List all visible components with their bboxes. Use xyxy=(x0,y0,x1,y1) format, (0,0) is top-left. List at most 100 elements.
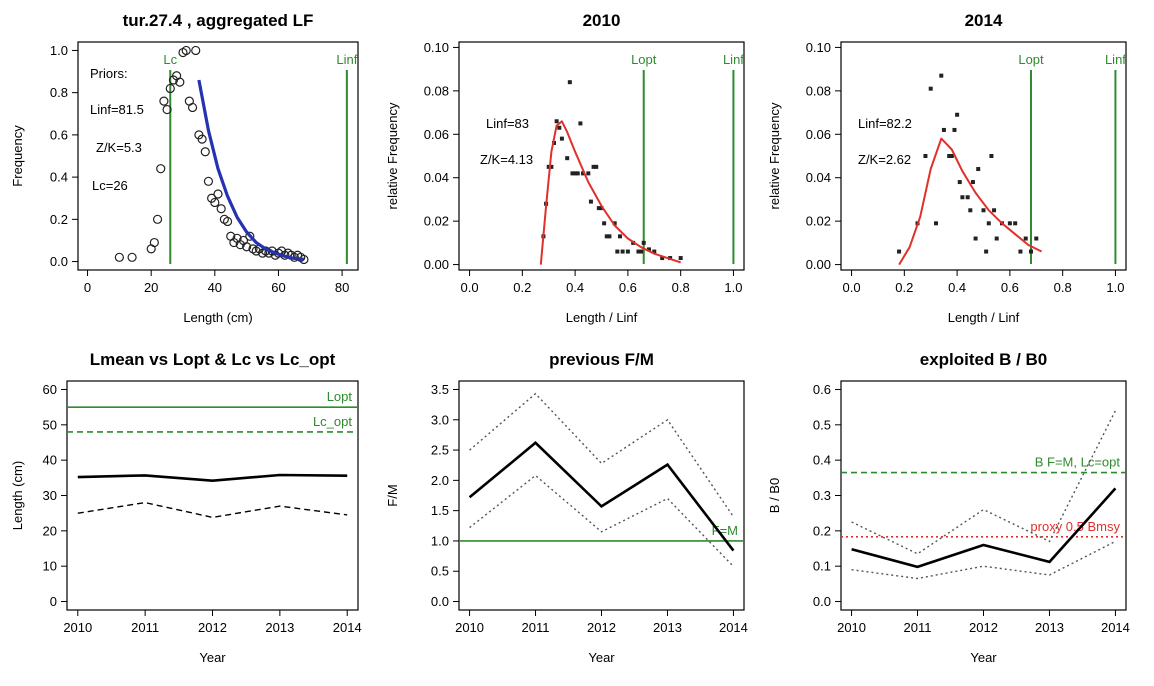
data-point xyxy=(565,156,570,161)
y-tick-label: 0.10 xyxy=(424,40,449,55)
x-tick-label: 1.0 xyxy=(724,280,742,295)
panel-2: 2010 0.0 0.2 0.4 0.6 0.8 1.0 0.00 0.02 0.04 0.06 0.… xyxy=(385,11,745,325)
x-tick-label: 2014 xyxy=(1101,620,1130,635)
x-tick-label: 20 xyxy=(144,280,158,295)
fit-curve xyxy=(898,137,1043,266)
y-tick-label: 2.0 xyxy=(431,473,449,488)
y-tick-label: 3.0 xyxy=(431,412,449,427)
data-point xyxy=(976,167,981,172)
data-point xyxy=(960,195,965,200)
chart-title: 2010 xyxy=(583,11,621,30)
data-point xyxy=(1023,236,1028,241)
vline-label: Lopt xyxy=(1018,52,1044,67)
x-tick-label: 2010 xyxy=(455,620,484,635)
y-axis-label: relative Frequency xyxy=(767,102,782,209)
hline-label: F=M xyxy=(712,523,738,538)
y-tick-label: 0.4 xyxy=(813,453,831,468)
data-point xyxy=(181,45,191,56)
fit-curve xyxy=(197,79,305,261)
data-point xyxy=(952,127,957,132)
x-tick-label: 2012 xyxy=(969,620,998,635)
y-axis-label: relative Frequency xyxy=(385,102,400,209)
plot-frame xyxy=(840,41,1127,271)
data-point xyxy=(989,154,994,158)
vline-label: Lopt xyxy=(631,52,657,67)
y-tick-label: 0.6 xyxy=(813,382,831,397)
y-axis-label: F/M xyxy=(385,484,400,506)
y-tick-label: 1.0 xyxy=(431,533,449,548)
data-point xyxy=(559,136,564,141)
data-point xyxy=(596,206,601,211)
data-point xyxy=(197,134,207,144)
panel-3: 2014 0.0 0.2 0.4 0.6 0.8 1.0 0.00 0.02 0.04 0.06 0.… xyxy=(767,11,1127,325)
data-point xyxy=(652,249,657,254)
series-line-1 xyxy=(468,441,735,552)
data-point xyxy=(114,252,124,262)
y-tick-label: 0.02 xyxy=(424,214,449,229)
chart-title: tur.27.4 , aggregated LF xyxy=(123,11,314,30)
x-tick-label: 0 xyxy=(84,280,91,295)
data-point xyxy=(573,171,578,176)
data-point xyxy=(127,252,137,262)
x-axis-label: Year xyxy=(970,650,997,665)
data-point xyxy=(939,73,944,78)
data-point xyxy=(1013,221,1018,226)
data-point xyxy=(175,77,185,87)
x-tick-label: 60 xyxy=(271,280,285,295)
data-point xyxy=(617,234,622,239)
data-point xyxy=(947,154,952,158)
y-tick-label: 0.2 xyxy=(813,523,831,538)
annotation: Linf=81.5 xyxy=(90,102,144,117)
y-tick-label: 0.5 xyxy=(813,417,831,432)
x-tick-label: 0.2 xyxy=(895,280,913,295)
plot-frame xyxy=(840,380,1127,611)
data-point xyxy=(968,208,973,213)
data-point xyxy=(647,247,651,252)
x-tick-label: 2010 xyxy=(837,620,866,635)
x-tick-label: 2013 xyxy=(653,620,682,635)
data-point xyxy=(578,121,583,126)
data-point xyxy=(594,164,599,169)
data-point xyxy=(1029,249,1033,254)
data-point xyxy=(602,221,607,226)
y-tick-label: 0 xyxy=(50,594,57,609)
y-tick-label: 0.00 xyxy=(806,257,831,272)
x-tick-label: 2011 xyxy=(131,620,159,635)
annotation: Z/K=2.62 xyxy=(858,152,911,167)
data-point xyxy=(941,127,946,132)
data-point xyxy=(165,83,175,94)
data-point xyxy=(928,86,933,91)
y-tick-label: 0.8 xyxy=(50,85,68,100)
vline-label: Linf xyxy=(336,52,357,67)
data-point xyxy=(200,147,210,157)
data-point xyxy=(586,171,591,176)
y-tick-label: 3.5 xyxy=(431,382,449,397)
x-tick-label: 0.6 xyxy=(1001,280,1019,295)
data-point xyxy=(615,249,620,254)
chart-title: exploited B / B0 xyxy=(920,350,1048,369)
y-tick-label: 0.0 xyxy=(431,594,449,609)
y-tick-label: 0.02 xyxy=(806,214,831,229)
y-tick-label: 0.5 xyxy=(431,564,449,579)
y-tick-label: 40 xyxy=(43,453,57,468)
data-point xyxy=(625,249,630,254)
data-point xyxy=(591,164,596,169)
y-tick-label: 0.10 xyxy=(806,40,831,55)
data-point xyxy=(1034,236,1039,241)
x-tick-label: 40 xyxy=(208,280,222,295)
data-point xyxy=(678,256,683,261)
data-point xyxy=(149,237,159,248)
data-point xyxy=(191,45,201,56)
data-point xyxy=(203,176,214,186)
annotation: Z/K=4.13 xyxy=(480,152,533,167)
series-line-1 xyxy=(851,487,1117,569)
annotation: Lc=26 xyxy=(92,178,128,193)
x-tick-label: 0.4 xyxy=(948,280,966,295)
panel-6: exploited B / B0 2010 2011 2012 2013 2014 0.0 0… xyxy=(767,350,1130,665)
y-tick-label: 0.6 xyxy=(50,127,68,142)
data-point xyxy=(570,171,575,176)
data-point xyxy=(156,164,166,174)
data-point xyxy=(245,231,255,241)
y-tick-label: 60 xyxy=(43,382,57,397)
data-point xyxy=(970,180,975,185)
